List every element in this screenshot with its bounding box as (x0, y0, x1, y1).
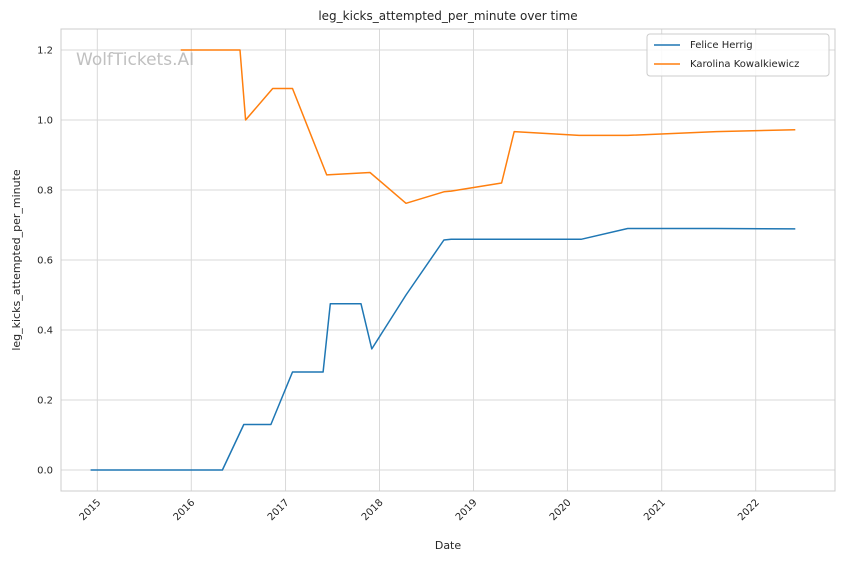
y-tick-label: 1.0 (37, 116, 53, 127)
y-tick-label: 0.8 (37, 186, 53, 197)
legend-label-karolina-kowalkiewicz: Karolina Kowalkiewicz (690, 59, 799, 70)
series-line-felice-herrig (90, 227, 796, 471)
y-tick-label: 0.4 (37, 326, 53, 337)
y-tick-label: 0.6 (37, 256, 53, 267)
legend: Felice Herrig Karolina Kowalkiewicz (646, 33, 830, 77)
series-line-karolina-kowalkiewicz (180, 49, 796, 205)
chart-title: leg_kicks_attempted_per_minute over time (318, 9, 577, 23)
legend-label-felice-herrig: Felice Herrig (690, 40, 753, 51)
y-tick-label: 0.0 (37, 466, 53, 477)
grid-layer (61, 29, 835, 491)
plot-frame (60, 28, 836, 492)
series-layer (90, 49, 796, 471)
y-tick-label: 1.2 (37, 46, 53, 57)
watermark: WolfTickets.AI (76, 50, 194, 70)
x-axis-label: Date (435, 539, 462, 552)
y-tick-label: 0.2 (37, 396, 53, 407)
legend-box (646, 33, 830, 77)
y-axis-label: leg_kicks_attempted_per_minute (10, 169, 23, 351)
